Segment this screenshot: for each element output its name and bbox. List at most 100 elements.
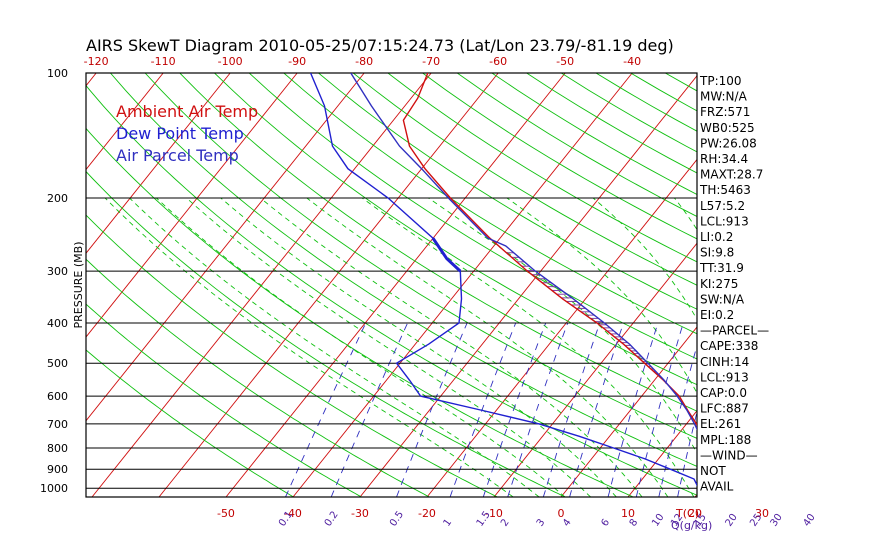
index-entry: LCL:913	[700, 370, 749, 384]
y-tick-label: 500	[47, 357, 68, 370]
mixing-ratio-line	[285, 322, 367, 497]
grid-layer	[0, 72, 870, 498]
dry-adiabat-line	[86, 258, 430, 497]
index-entry: EL:261	[700, 417, 741, 431]
dry-adiabat-line	[144, 73, 697, 439]
moist-adiabat-line	[186, 197, 591, 497]
mixing-ratio-label: 30	[769, 512, 785, 529]
series-layer	[309, 73, 697, 487]
axis-layer: 1002003004005006007008009001000PRESSURE …	[40, 55, 818, 532]
index-entry: CINH:14	[700, 355, 749, 369]
bottom-axis-tick-label: -40	[284, 507, 302, 520]
isotherm-line	[0, 73, 29, 497]
isotherm-line	[426, 158, 697, 497]
parcel-temp-line	[350, 73, 697, 431]
top-axis-tick-label: -70	[422, 55, 440, 68]
moist-adiabat-line	[129, 197, 540, 497]
index-entry: WB0:525	[700, 121, 755, 135]
mixing-ratio-label: 1	[442, 517, 455, 529]
mixing-ratio-line	[396, 322, 468, 497]
y-tick-label: 800	[47, 442, 68, 455]
bottom-axis-tick-label: 0	[557, 507, 564, 520]
index-entry: KI:275	[700, 277, 738, 291]
isotherm-line	[560, 326, 697, 497]
index-entry: FRZ:571	[700, 105, 750, 119]
index-entry: —WIND—	[700, 448, 758, 462]
legend-entry: Dew Point Temp	[116, 124, 244, 143]
index-entry: MW:N/A	[700, 90, 748, 104]
dry-adiabat-line	[110, 73, 697, 467]
index-entry: TT:31.9	[699, 261, 744, 275]
isotherm-line	[627, 410, 697, 497]
isotherm-line	[158, 73, 499, 497]
dry-adiabat-line	[422, 73, 697, 240]
mixing-ratio-label: 3	[535, 517, 548, 529]
index-entry: TP:100	[699, 74, 742, 88]
dry-adiabat-line	[769, 73, 870, 497]
dry-adiabat-line	[86, 214, 498, 497]
dry-adiabat-line	[352, 73, 697, 286]
mixing-ratio-line	[482, 322, 547, 497]
mixing-ratio-label: 0.2	[323, 509, 341, 528]
bottom-axis-tick-label: 30	[755, 507, 769, 520]
isotherm-line	[86, 73, 298, 338]
dry-adiabat-line	[526, 73, 697, 174]
dry-adiabat-line	[86, 303, 362, 497]
y-tick-label: 100	[47, 67, 68, 80]
moist-adiabat-line	[104, 197, 514, 497]
mixing-ratio-label: 2	[499, 517, 512, 529]
isotherm-line	[493, 242, 697, 497]
moist-adiabat-line	[156, 197, 566, 497]
mixing-ratio-line	[677, 410, 697, 497]
dry-adiabat-line	[179, 73, 697, 412]
index-entry: SW:N/A	[700, 292, 745, 306]
mixing-ratio-line	[330, 322, 409, 497]
dry-adiabat-line	[283, 73, 697, 335]
legend-entry: Air Parcel Temp	[116, 146, 239, 165]
mixing-ratio-label: 8	[628, 517, 641, 529]
isotherm-line	[829, 73, 870, 497]
index-entry: CAPE:338	[700, 339, 758, 353]
legend: Ambient Air Temp Dew Point Temp Air Parcel…	[116, 102, 258, 165]
y-tick-label: 700	[47, 418, 68, 431]
dry-adiabat-line	[248, 73, 697, 360]
index-entry: SI:9.8	[700, 246, 734, 260]
dry-adiabat-line	[86, 170, 566, 497]
dry-adiabat-line	[491, 73, 697, 196]
top-axis-tick-label: -50	[556, 55, 574, 68]
dry-adiabat-line	[86, 349, 294, 497]
dew-point-line	[309, 73, 697, 487]
y-axis-label: PRESSURE (MB)	[72, 242, 85, 329]
index-entry: CAP:0.0	[700, 386, 747, 400]
plot-frame	[85, 72, 698, 498]
dry-adiabat-line	[214, 73, 697, 386]
bottom-axis-tick-label: -10	[485, 507, 503, 520]
mixing-ratio-unit: Q(g/kg)	[671, 519, 712, 532]
top-axis-tick-label: -40	[623, 55, 641, 68]
mixing-ratio-line	[777, 323, 809, 497]
mixing-ratio-line	[607, 322, 659, 497]
y-tick-label: 900	[47, 463, 68, 476]
bottom-axis-tick-label: -50	[217, 507, 235, 520]
moist-adiabat-line	[361, 197, 695, 497]
isotherm-line	[91, 73, 432, 497]
y-tick-label: 300	[47, 265, 68, 278]
dew-point-line	[431, 237, 462, 273]
mixing-ratio-label: 6	[599, 517, 612, 529]
mixing-ratio-line	[810, 323, 838, 497]
mixing-ratio-label: 4	[561, 517, 574, 529]
bottom-axis-tick-label: -20	[418, 507, 436, 520]
dry-adiabat-line	[839, 73, 870, 497]
index-entry: —PARCEL—	[700, 324, 769, 338]
bottom-axis-unit: T(C)	[675, 507, 699, 520]
index-entry: MPL:188	[700, 433, 751, 447]
isotherm-line	[225, 73, 566, 497]
y-tick-label: 200	[47, 192, 68, 205]
mixing-ratio-line	[635, 322, 684, 497]
index-entry: NOT	[700, 464, 726, 478]
bottom-axis-tick-label: -30	[351, 507, 369, 520]
index-entry: LI:0.2	[700, 230, 733, 244]
mixing-ratio-line	[542, 322, 601, 497]
mixing-ratio-line	[449, 322, 517, 497]
dry-adiabat-line	[804, 73, 870, 497]
